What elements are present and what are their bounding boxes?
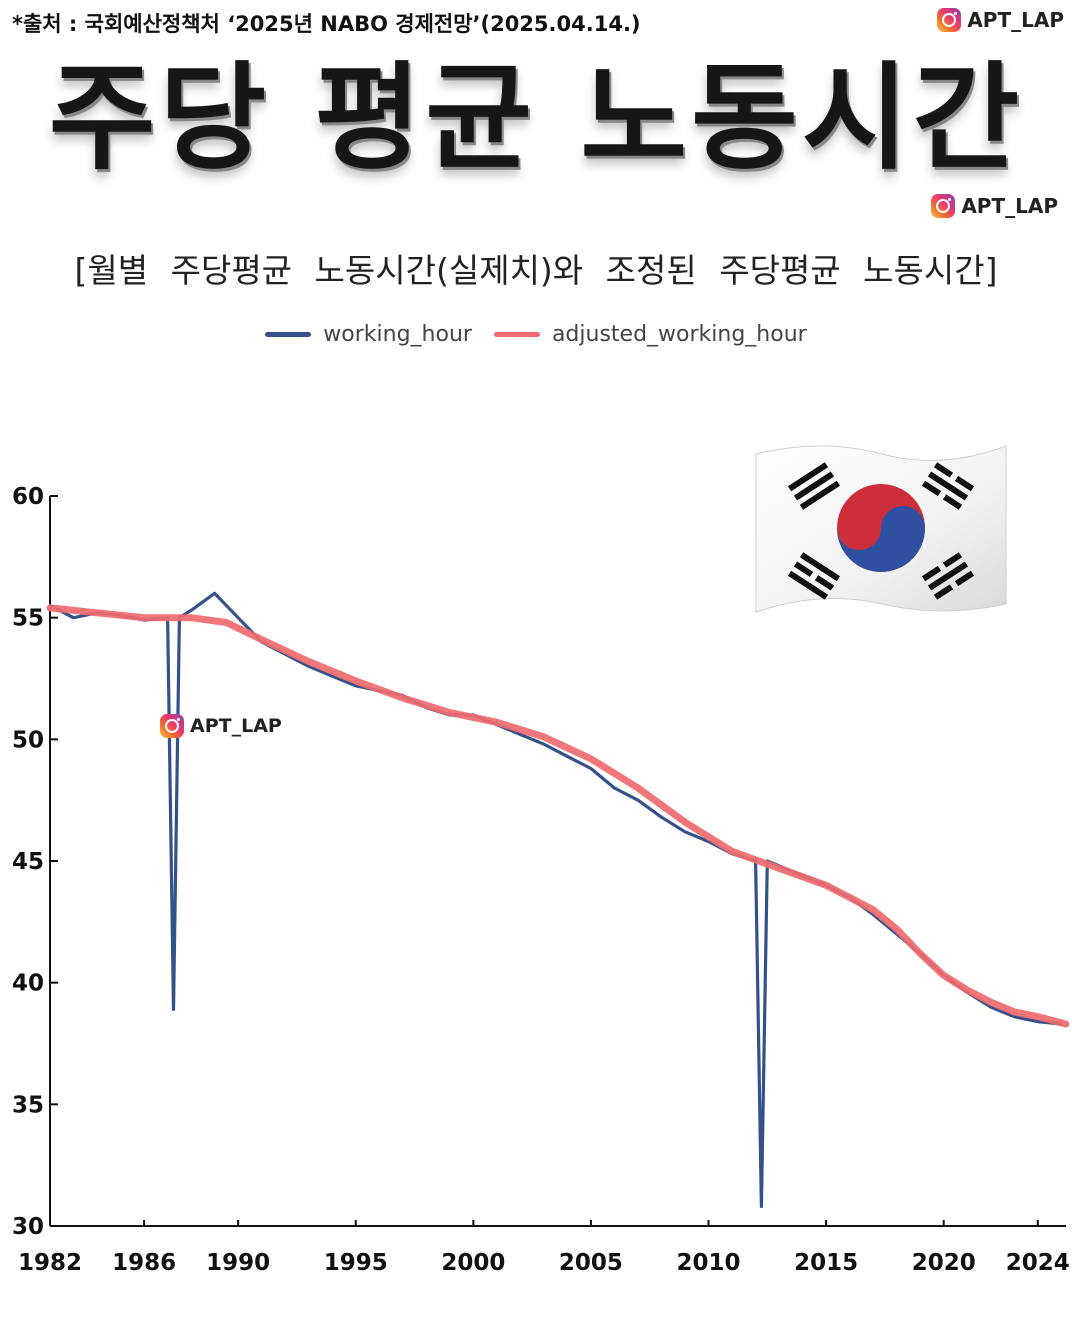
data-point-working-hour: [589, 767, 593, 770]
data-point-adjusted-working-hour: [871, 908, 875, 911]
legend-item-working-hour: working_hour: [265, 322, 472, 347]
data-point-adjusted-working-hour: [730, 850, 734, 853]
data-point-working-hour: [307, 665, 310, 668]
data-point-adjusted-working-hour: [1036, 1015, 1039, 1018]
data-point-adjusted-working-hour: [307, 660, 310, 663]
data-point-working-hour: [236, 616, 240, 619]
data-point-working-hour: [683, 830, 687, 833]
legend-label-working-hour: working_hour: [323, 322, 472, 347]
y-tick-label: 55: [12, 606, 44, 632]
watermark-chart: APT_LAP: [160, 714, 282, 738]
data-point-adjusted-working-hour: [225, 621, 228, 624]
watermark-label: APT_LAP: [961, 194, 1058, 218]
chart-axes: 60 55 50 45 40 35 30 1982 1986 1990 1995 2000 2005 20…: [12, 484, 1070, 1276]
data-point-adjusted-working-hour: [95, 611, 99, 614]
data-point-working-hour: [354, 684, 357, 687]
south-korea-flag-icon: [755, 445, 1007, 613]
data-point-working-hour: [1013, 1015, 1016, 1018]
data-point-working-hour: [172, 1008, 175, 1011]
data-point-working-hour: [189, 609, 193, 612]
x-tick-label: 2000: [441, 1250, 505, 1276]
data-point-working-hour: [760, 1205, 763, 1208]
x-tick-label: 1995: [324, 1250, 388, 1276]
data-point-adjusted-working-hour: [895, 927, 898, 931]
x-tick-label: 1986: [112, 1250, 176, 1276]
y-tick-label: 60: [12, 484, 44, 510]
y-tick-label: 35: [12, 1092, 44, 1118]
data-point-working-hour: [519, 733, 522, 736]
chart-legend: working_hour adjusted_working_hour: [0, 322, 1072, 347]
data-point-adjusted-working-hour: [354, 679, 357, 683]
data-point-adjusted-working-hour: [142, 616, 146, 619]
x-tick-label: 2015: [794, 1250, 858, 1276]
data-point-adjusted-working-hour: [683, 820, 687, 824]
watermark-mid: APT_LAP: [931, 194, 1058, 218]
data-point-working-hour: [331, 674, 334, 678]
data-point-adjusted-working-hour: [1064, 1022, 1068, 1026]
x-tick-label: 2005: [559, 1250, 623, 1276]
data-point-working-hour: [566, 755, 569, 758]
y-tick-label: 45: [12, 849, 44, 875]
legend-swatch-adjusted-working-hour: [493, 332, 540, 337]
data-point-working-hour: [613, 786, 616, 790]
watermark-top: APT_LAP: [937, 8, 1064, 32]
data-point-adjusted-working-hour: [848, 896, 851, 899]
data-point-working-hour: [989, 1005, 992, 1009]
data-point-adjusted-working-hour: [942, 974, 945, 977]
data-point-adjusted-working-hour: [1013, 1010, 1016, 1014]
data-point-adjusted-working-hour: [777, 867, 781, 870]
watermark-label: APT_LAP: [967, 8, 1064, 32]
data-point-adjusted-working-hour: [966, 988, 969, 992]
data-point-working-hour: [72, 616, 75, 619]
legend-item-adjusted-working-hour: adjusted_working_hour: [493, 322, 807, 347]
y-tick-label: 50: [12, 727, 44, 753]
data-point-adjusted-working-hour: [401, 696, 404, 700]
data-point-working-hour: [1036, 1020, 1039, 1023]
data-point-adjusted-working-hour: [260, 638, 263, 641]
y-tick-label: 30: [12, 1214, 44, 1240]
x-tick-label: 2020: [912, 1250, 976, 1276]
data-point-adjusted-working-hour: [636, 786, 640, 790]
series-line-adjusted-working-hour: [46, 604, 1070, 1028]
chart-subtitle: [월별 주당평균 노동시간(실제치)와 조정된 주당평균 노동시간]: [74, 251, 998, 290]
source-note: *출처 : 국회예산정책처 ‘2025년 NABO 경제전망’(2025.04.…: [12, 12, 641, 36]
data-point-adjusted-working-hour: [989, 1000, 992, 1004]
series-line-working-hour: [48, 591, 1063, 1209]
data-point-working-hour: [660, 816, 663, 819]
data-point-working-hour: [636, 798, 640, 802]
watermark-label: APT_LAP: [190, 715, 282, 737]
legend-swatch-working-hour: [265, 332, 312, 337]
y-tick-label: 40: [12, 971, 44, 997]
x-tick-label: 2010: [677, 1250, 741, 1276]
x-tick-label: 1990: [206, 1250, 270, 1276]
instagram-icon: [931, 194, 956, 218]
data-point-working-hour: [542, 743, 546, 746]
x-tick-label: 2024: [1006, 1250, 1070, 1276]
instagram-icon: [160, 714, 184, 738]
data-point-adjusted-working-hour: [448, 711, 452, 714]
chart-series: [46, 591, 1070, 1209]
data-point-adjusted-working-hour: [589, 757, 593, 760]
page-title: 주당 평균 노동시간: [48, 51, 1024, 186]
data-point-adjusted-working-hour: [495, 721, 499, 724]
data-point-adjusted-working-hour: [918, 952, 922, 955]
data-point-working-hour: [213, 592, 216, 595]
data-point-adjusted-working-hour: [189, 616, 193, 619]
data-point-adjusted-working-hour: [824, 884, 828, 887]
instagram-icon: [937, 8, 962, 32]
legend-label-adjusted-working-hour: adjusted_working_hour: [551, 322, 807, 347]
x-tick-label: 1982: [18, 1250, 82, 1276]
data-point-adjusted-working-hour: [542, 735, 546, 739]
data-point-adjusted-working-hour: [48, 606, 52, 610]
